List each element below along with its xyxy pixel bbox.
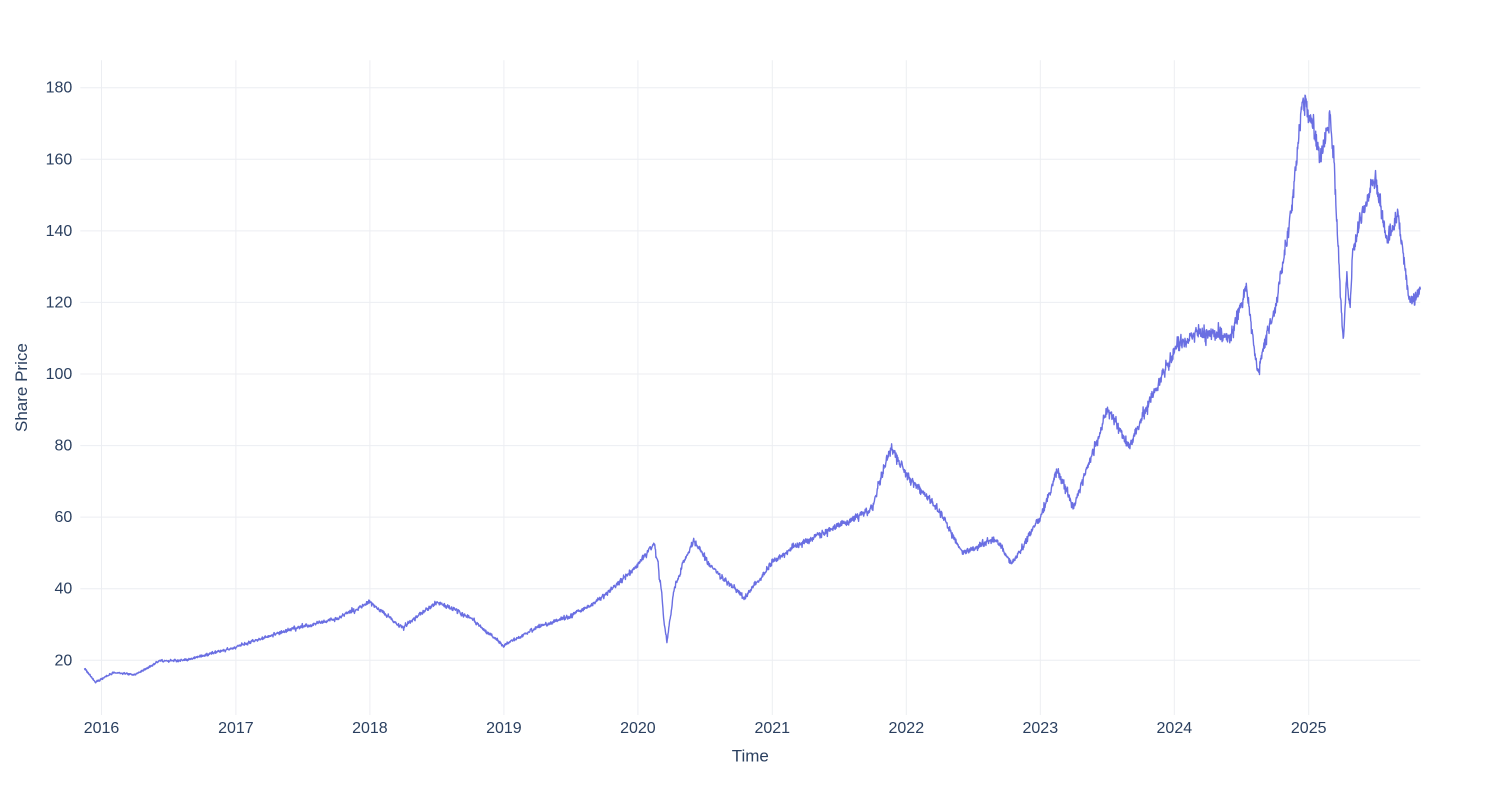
svg-text:80: 80 [55, 438, 73, 455]
svg-text:120: 120 [46, 294, 73, 311]
svg-text:2017: 2017 [218, 720, 254, 737]
svg-text:2021: 2021 [754, 720, 790, 737]
svg-text:2016: 2016 [84, 720, 120, 737]
svg-text:2018: 2018 [352, 720, 388, 737]
svg-text:2025: 2025 [1291, 720, 1327, 737]
svg-text:60: 60 [55, 509, 73, 526]
svg-text:Time: Time [732, 747, 769, 766]
svg-text:2019: 2019 [486, 720, 522, 737]
svg-text:Share Price: Share Price [12, 343, 31, 432]
svg-text:2024: 2024 [1157, 720, 1193, 737]
svg-text:40: 40 [55, 581, 73, 598]
svg-text:2023: 2023 [1023, 720, 1059, 737]
svg-text:140: 140 [46, 223, 73, 240]
svg-text:2022: 2022 [889, 720, 925, 737]
svg-text:2020: 2020 [620, 720, 656, 737]
svg-text:20: 20 [55, 652, 73, 669]
svg-text:100: 100 [46, 366, 73, 383]
svg-text:160: 160 [46, 151, 73, 168]
svg-text:180: 180 [46, 80, 73, 97]
